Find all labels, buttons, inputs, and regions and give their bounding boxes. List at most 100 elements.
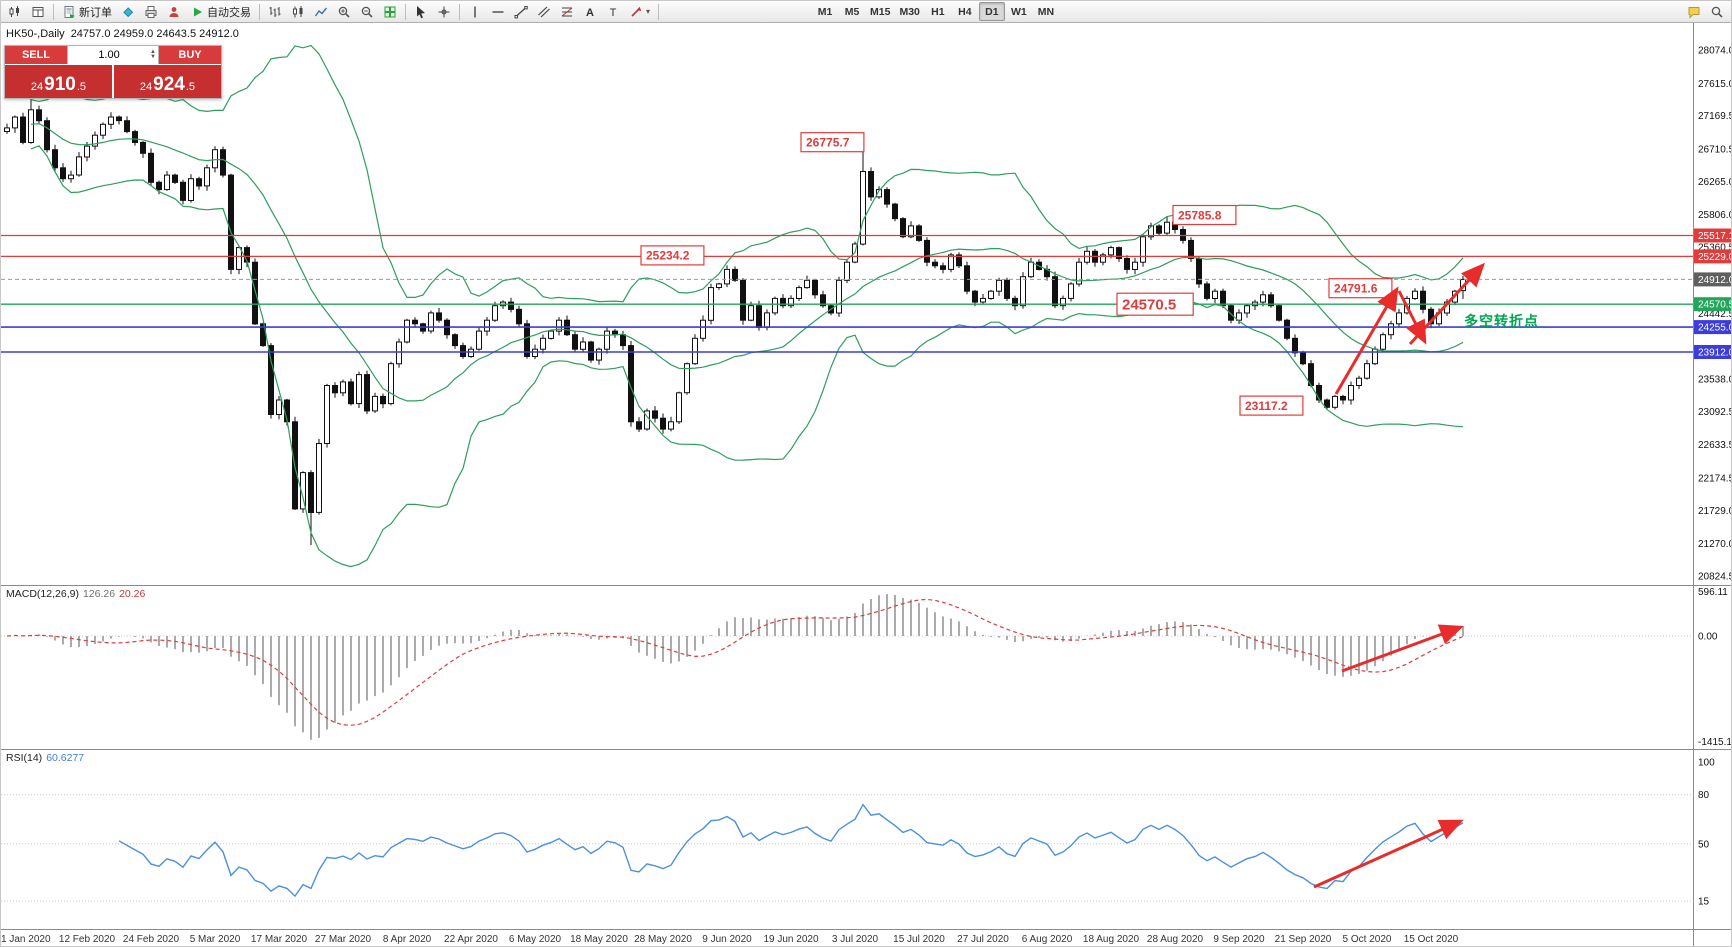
zoom-in-button[interactable] — [333, 2, 355, 21]
price-axis[interactable]: 28074.0 27615.0 27169.5 26710.5 26265.0 25806… — [1694, 46, 1732, 583]
metaeditor-button[interactable] — [117, 2, 139, 21]
price-tag-24255.0[interactable] — [1694, 320, 1732, 335]
print-button[interactable] — [140, 2, 162, 21]
buy-price[interactable]: 24 924.5 — [112, 65, 221, 98]
annotation-note[interactable]: 多空转折点 — [1464, 313, 1539, 329]
zoom-out-icon — [361, 6, 373, 18]
buy-button[interactable]: BUY — [159, 46, 221, 64]
tile-windows-icon — [384, 6, 396, 17]
vertical-line-button[interactable] — [464, 2, 486, 21]
sell-price[interactable]: 24 910.5 — [5, 65, 112, 98]
price-tag-25517.1[interactable] — [1694, 228, 1732, 243]
tile-windows-button[interactable] — [379, 2, 401, 21]
line-chart-button[interactable] — [310, 2, 332, 21]
timeframe-w1-button[interactable]: W1 — [1006, 2, 1032, 21]
trend-arrow-macd[interactable] — [1341, 624, 1464, 673]
trendline-icon — [514, 5, 528, 18]
rsi-panel[interactable] — [1, 794, 1693, 902]
price-tag-23912.0[interactable] — [1694, 345, 1732, 359]
time-axis-label: 12 Feb 2020 — [59, 934, 116, 945]
price-callout-box[interactable] — [800, 132, 865, 153]
trend-arrow-rsi[interactable] — [1313, 819, 1464, 889]
toolbar-separator — [658, 3, 660, 20]
community-button[interactable] — [163, 2, 185, 21]
macd-axis-label: 0.00 — [1698, 632, 1718, 643]
price-axis-label: 20824.5 — [1698, 572, 1732, 583]
price-callout-text: 24791.6 — [1334, 282, 1378, 296]
metaeditor-icon — [123, 6, 134, 17]
candlestick-chart-button[interactable] — [287, 2, 309, 21]
price-callout-box[interactable] — [1239, 395, 1304, 416]
timeframe-d1-button[interactable]: D1 — [978, 2, 1005, 21]
text-button[interactable]: A — [579, 2, 601, 21]
price-tag-24570.5[interactable] — [1694, 297, 1732, 312]
volume-input[interactable] — [68, 49, 151, 61]
price-callout-box[interactable] — [640, 245, 705, 266]
price-tag-24912.0[interactable] — [1694, 272, 1732, 287]
new-order-button[interactable]: 新订单 — [58, 2, 116, 21]
chat-button[interactable] — [1683, 2, 1705, 21]
timeframe-mn-button[interactable]: MN — [1033, 2, 1059, 21]
timeframe-m1-button[interactable]: M1 — [812, 2, 838, 21]
bar-chart-button[interactable] — [264, 2, 286, 21]
timeframe-m30-button[interactable]: M30 — [895, 2, 923, 21]
price-callout-box[interactable] — [1172, 204, 1237, 226]
price-tag-label: 25517.1 — [1698, 231, 1732, 242]
macd-axis-label: 596.11 — [1698, 587, 1728, 598]
horizontal-line-button[interactable] — [487, 2, 509, 21]
macd-signal-value: 20.26 — [119, 588, 146, 600]
time-axis-label: 28 Aug 2020 — [1147, 934, 1204, 945]
price-tag-label: 25229.0 — [1698, 252, 1732, 263]
rsi-value: 60.6277 — [46, 752, 85, 764]
toolbar-separator — [259, 3, 260, 20]
time-axis-label: 27 Mar 2020 — [315, 934, 372, 945]
price-tag-label: 24255.0 — [1698, 323, 1732, 334]
timeframe-m15-button[interactable]: M15 — [866, 2, 894, 21]
zoom-out-button[interactable] — [356, 2, 378, 21]
price-callout-text: 26775.7 — [806, 136, 850, 150]
macd-panel[interactable] — [1, 594, 1693, 740]
annotations[interactable]: 26775.7 25234.2 25785.8 24570.5 24791.6 23117… — [640, 132, 1486, 889]
auto-trading-button[interactable]: 自动交易 — [186, 2, 255, 21]
time-axis-label: 22 Apr 2020 — [444, 934, 498, 945]
macd-main-value: 126.26 — [82, 588, 116, 600]
fibonacci-button[interactable] — [556, 2, 578, 21]
price-callout-text: 24570.5 — [1122, 297, 1176, 314]
trendline-button[interactable] — [510, 2, 532, 21]
toolbar-separator — [459, 3, 460, 20]
price-tag-25229.0[interactable] — [1694, 249, 1732, 264]
arrows-icon — [631, 6, 642, 17]
sell-button[interactable]: SELL — [5, 46, 67, 64]
trend-arrow-main[interactable] — [1408, 262, 1486, 346]
panel-separators — [1, 23, 1731, 946]
timeframe-m5-button[interactable]: M5 — [839, 2, 865, 21]
trend-arrow-main[interactable] — [1334, 286, 1399, 395]
new-chart-button[interactable] — [4, 2, 26, 21]
crosshair-button[interactable] — [433, 2, 455, 21]
label-button[interactable]: T — [602, 2, 624, 21]
timeframe-h1-button[interactable]: H1 — [925, 2, 951, 21]
timeframe-h4-button[interactable]: H4 — [952, 2, 978, 21]
spin-up-icon[interactable]: ▲ — [150, 49, 156, 55]
time-axis-label: 15 Jul 2020 — [893, 934, 945, 945]
arrows-button[interactable]: ▾ — [625, 2, 654, 21]
cursor-button[interactable] — [410, 2, 432, 21]
rsi-axis-label: 80 — [1698, 790, 1710, 801]
volume-stepper[interactable]: ▲▼ — [67, 46, 159, 64]
time-axis-label: 21 Sep 2020 — [1275, 934, 1332, 945]
main-chart-panel[interactable] — [4, 44, 1466, 568]
spin-down-icon[interactable]: ▼ — [150, 54, 156, 60]
profiles-button[interactable] — [27, 2, 49, 21]
time-axis[interactable]: 31 Jan 2020 12 Feb 2020 24 Feb 2020 5 Mar 2… — [1, 934, 1459, 945]
dropdown-caret-icon: ▾ — [646, 7, 651, 16]
search-button[interactable] — [1706, 2, 1728, 21]
volume-spinner[interactable]: ▲ ▼ — [150, 49, 158, 60]
price-callout-box[interactable] — [1116, 292, 1194, 316]
time-axis-label: 3 Jul 2020 — [832, 934, 879, 945]
svg-text:T: T — [610, 7, 617, 19]
channel-button[interactable] — [533, 2, 555, 21]
macd-name: MACD(12,26,9) — [6, 588, 79, 600]
trade-prices-row: 24 910.5 24 924.5 — [5, 64, 221, 98]
profiles-icon — [32, 6, 44, 17]
